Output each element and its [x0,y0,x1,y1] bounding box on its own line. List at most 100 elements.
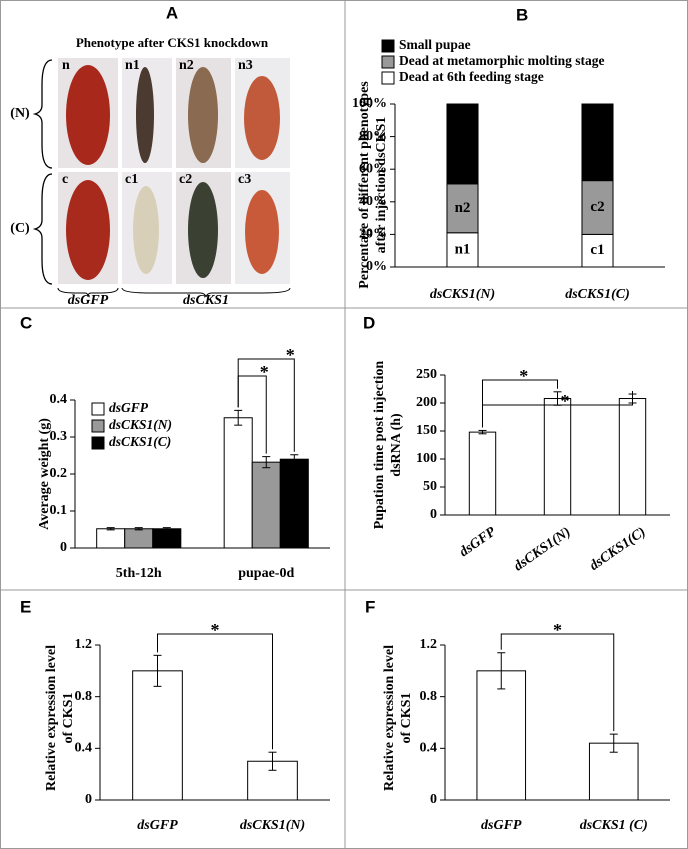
legend-swatch [91,419,105,433]
panel-letter: C [20,313,32,332]
bar [618,398,647,516]
significance-label: * [519,366,528,386]
bar [279,458,309,549]
photo-tiles [58,58,290,284]
y-tick-label: 20% [359,227,387,242]
segment-label: n3 [455,135,471,151]
y-tick-label: 0 [85,792,92,807]
segment-label: c1 [590,242,604,258]
significance-label: * [211,620,220,640]
y-tick-label: 0.8 [420,689,438,704]
panel-letter: E [20,597,31,616]
y-tick-label: 100 [416,451,437,466]
y-tick-label: 0.4 [75,741,93,756]
legend-swatch [91,402,105,416]
y-tick-label: 0.8 [75,689,93,704]
y-axis-label: of CKS1 [61,693,76,744]
y-tick-label: 1.2 [75,637,93,652]
y-tick-label: 1.2 [420,637,438,652]
legend-swatch [91,436,105,450]
y-tick-label: 200 [416,395,437,410]
bar-segment [446,103,479,185]
row-label: (N) [10,106,30,121]
x-tick-label: dsCKS1(N) [511,525,573,575]
y-tick-label: 0 [430,792,437,807]
significance-label: * [561,391,570,411]
significance-label: * [553,620,562,640]
group-label: dsGFP [68,293,109,308]
y-tick-label: 0.1 [50,503,68,518]
significance-label: * [260,362,269,382]
legend-swatch [381,39,395,53]
legend-label: Dead at metamorphic molting stage [399,53,604,68]
legend-label: dsCKS1(C) [109,434,171,449]
bar-segment [581,180,614,235]
bar [251,461,281,549]
x-tick-label: dsGFP [481,818,522,833]
brace [32,59,53,169]
y-axis-label: Relative expression level [44,645,59,791]
significance-bracket [500,633,615,732]
y-tick-label: 0 [430,507,437,522]
photo-label: n1 [125,58,140,73]
bar-segment [581,233,614,268]
segment-label: n2 [455,200,471,216]
x-tick-label: pupae-0d [238,566,294,581]
panel-letter: F [365,597,375,616]
y-tick-label: 0 [60,540,67,555]
segment-label: n1 [455,241,471,257]
y-tick-label: 100% [352,96,387,111]
bar [132,670,183,801]
bar [124,528,154,549]
y-axis-label: dsRNA (h) [389,413,404,477]
y-axis-label: Relative expression level [382,645,397,791]
y-tick-label: 40% [359,194,387,209]
bar [96,528,126,549]
y-tick-label: 80% [359,129,387,144]
y-tick-label: 50 [423,479,437,494]
y-tick-label: 0.4 [420,741,438,756]
bar [223,417,253,549]
legend-label: dsCKS1(N) [109,417,172,432]
y-axis-label: Pupation time post injection [372,361,387,530]
photo-label: c1 [125,172,138,187]
significance-bracket [237,358,295,452]
photo-title: Phenotype after CKS1 knockdown [76,35,269,50]
y-axis-label: after injection dsCKS1 [374,117,389,254]
x-tick-label: dsCKS1 (C) [580,818,648,833]
legend-label: Dead at 6th feeding stage [399,69,544,84]
bar-segment [581,103,614,182]
photo-label: c [62,172,68,187]
legend-swatch [381,55,395,69]
significance-label: * [286,345,295,365]
y-tick-label: 0% [366,259,387,274]
x-tick-label: dsCKS1(N) [240,818,305,833]
brace [121,287,291,298]
photo-labels: n n1 n2 n3 c c1 c2 c3 [62,58,253,187]
photo-label: c3 [238,172,251,187]
segment-label: c2 [590,199,604,215]
significance-bracket [482,391,633,428]
x-tick-label: dsCKS1(N) [430,287,495,302]
y-axis-label: Average weight (g) [37,418,52,530]
bar [476,670,527,801]
significance-bracket [157,633,273,750]
y-tick-label: 0.4 [50,392,68,407]
panel-letter: D [363,313,375,332]
y-axis-label: of CKS1 [399,693,414,744]
significance-bracket [482,379,558,428]
bar [543,398,572,516]
photo-label: c2 [179,172,192,187]
y-tick-label: 250 [416,367,437,382]
y-axis-label: Percentage of different phenotypes [357,81,372,289]
bar [468,431,497,516]
panel-letter: A [166,3,178,22]
group-label: dsCKS1 [183,293,229,308]
legend-label: Small pupae [399,37,471,52]
panel-letter: B [516,5,528,24]
legend-swatch [381,71,395,85]
photo-label: n [62,58,70,73]
bar-segment [446,183,479,234]
x-tick-label: dsGFP [457,524,499,560]
